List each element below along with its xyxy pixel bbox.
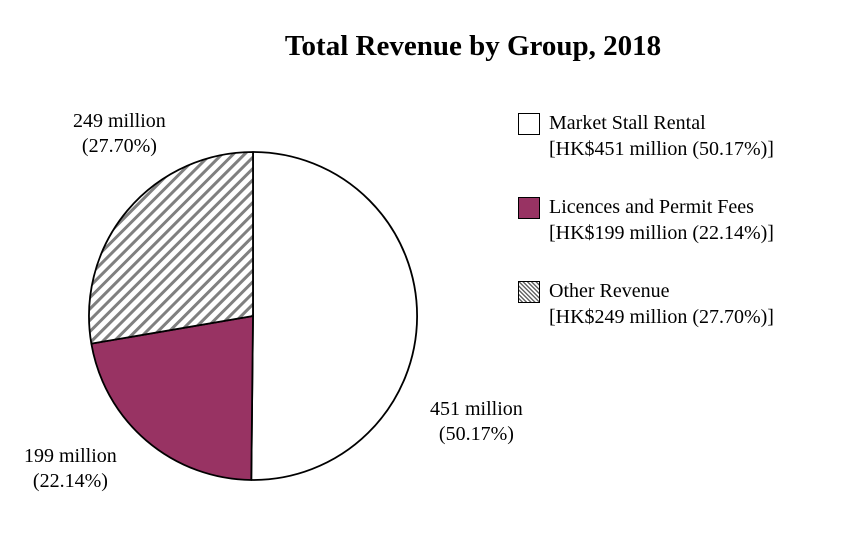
- slice-percent: (22.14%): [32, 470, 108, 492]
- legend-swatch-hatched: [518, 281, 540, 303]
- legend-label: Licences and Permit Fees: [549, 196, 754, 218]
- legend-text: Market Stall Rental [HK$451 million (50.…: [549, 110, 774, 162]
- pie-slice-market-stall-rental: [250, 151, 418, 481]
- legend-label: Other Revenue: [549, 280, 670, 302]
- legend-swatch-white: [518, 113, 540, 135]
- chart-title: Total Revenue by Group, 2018: [284, 30, 662, 62]
- slice-percent: (27.70%): [81, 135, 157, 157]
- slice-percent: (50.17%): [438, 423, 514, 445]
- legend-label: Market Stall Rental: [549, 112, 706, 134]
- legend-detail: [HK$249 million (27.70%)]: [549, 306, 774, 328]
- slice-label-market-stall-rental: 451 million (50.17%): [430, 397, 523, 447]
- slice-label-licences-permit-fees: 199 million (22.14%): [24, 444, 117, 494]
- legend-detail: [HK$451 million (50.17%)]: [549, 138, 774, 160]
- legend-swatch-purple: [518, 197, 540, 219]
- legend-text: Other Revenue [HK$249 million (27.70%)]: [549, 278, 774, 330]
- legend-detail: [HK$199 million (22.14%)]: [549, 222, 774, 244]
- slice-value: 249 million: [73, 110, 166, 132]
- pie-slice-licences-permit-fees: [90, 315, 254, 481]
- legend-text: Licences and Permit Fees [HK$199 million…: [549, 194, 774, 246]
- pie-slice-other-revenue: [88, 151, 254, 345]
- slice-label-other-revenue: 249 million (27.70%): [73, 109, 166, 159]
- slice-value: 451 million: [430, 398, 523, 420]
- slice-value: 199 million: [24, 445, 117, 467]
